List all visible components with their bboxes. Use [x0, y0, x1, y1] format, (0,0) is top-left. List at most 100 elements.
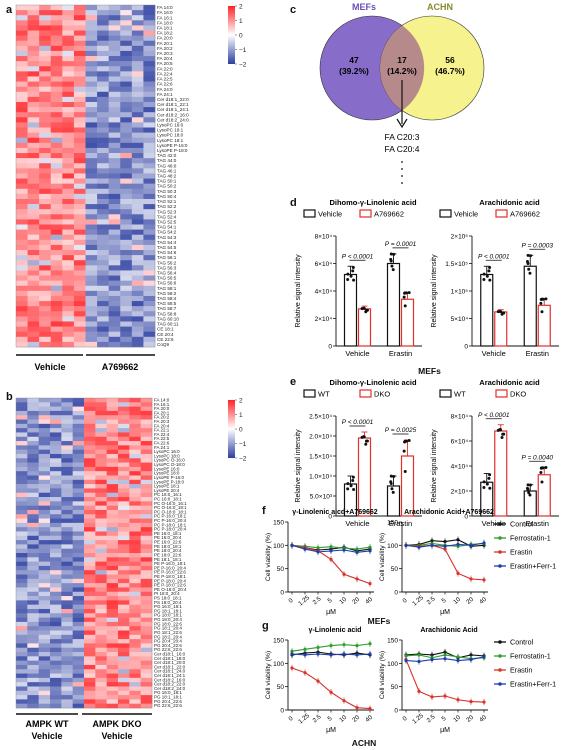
heatmap-cell [27, 458, 39, 463]
heatmap-row-label: LysoPE P-16:0 [154, 475, 184, 480]
heatmap-cell [129, 617, 141, 623]
heatmap-cell [62, 86, 75, 93]
heatmap-cell [50, 265, 63, 271]
heatmap-cell [118, 471, 130, 476]
heatmap-cell [140, 419, 153, 425]
legend-label: Erastin+Ferr-1 [510, 562, 556, 571]
heatmap-cell [84, 682, 96, 687]
heatmap-cell [16, 561, 28, 567]
heatmap-cell [85, 168, 98, 174]
y-tick-label: 5×10⁴ [451, 316, 469, 323]
heatmap-cell [16, 61, 28, 67]
heatmap-cell [85, 321, 98, 327]
heatmap-cell [118, 449, 130, 455]
y-axis-label: Cell viability (%) [379, 651, 386, 699]
heatmap-cell [140, 617, 153, 623]
heatmap-cell [61, 540, 73, 545]
heatmap-cell [38, 497, 51, 502]
series-point [316, 645, 320, 650]
heatmap-cell [27, 656, 39, 661]
heatmap-cell [120, 25, 133, 31]
heatmap-cell [39, 306, 52, 312]
heatmap-cell [95, 475, 107, 481]
heatmap-cell [16, 621, 28, 627]
heatmap-cell [27, 178, 40, 184]
heatmap-cell [16, 275, 28, 281]
series-point [443, 540, 447, 544]
heatmap-cell [50, 634, 62, 640]
heatmap-cell [27, 561, 39, 567]
heatmap-cell [16, 639, 28, 644]
heatmap-cell [129, 583, 141, 588]
heatmap-row-label: PE P-18:0_18:1 [154, 574, 186, 579]
heatmap-cell [140, 514, 153, 519]
series-point [316, 679, 320, 683]
heatmap-cell [16, 617, 28, 623]
heatmap-cell [72, 699, 85, 704]
heatmap-cell [108, 107, 121, 113]
heatmap-cell [120, 229, 133, 236]
heatmap-cell [39, 229, 52, 236]
x-tick-label: 2.5 [425, 595, 437, 606]
data-point [364, 308, 368, 312]
heatmap-cell [131, 198, 144, 205]
heatmap-cell [16, 410, 28, 416]
heatmap-cell [120, 265, 133, 271]
heatmap-cell [85, 20, 98, 26]
y-tick-label: 150 [387, 638, 398, 645]
heatmap-cell [27, 295, 40, 302]
caption-achn-g: ACHN [351, 738, 377, 748]
heatmap-cell [72, 445, 85, 450]
heatmap-cell [85, 239, 98, 246]
heatmap-cell [118, 428, 130, 433]
heatmap-cell [39, 244, 52, 251]
heatmap-cell [61, 604, 73, 610]
heatmap-row-label: FA 22:6 [157, 82, 173, 87]
heatmap-cell [143, 244, 156, 251]
heatmap-cell [108, 101, 121, 108]
heatmap-cell [61, 406, 73, 412]
data-point [389, 252, 393, 256]
heatmap-cell [129, 527, 141, 532]
heatmap-cell [143, 214, 156, 220]
heatmap-cell [143, 193, 156, 200]
heatmap-cell [84, 596, 96, 601]
heatmap-cell [27, 341, 40, 348]
heatmap-cell [95, 630, 107, 636]
heatmap-cell [95, 682, 107, 687]
heatmap-cell [95, 453, 107, 459]
p-value: P < 0.0001 [342, 419, 374, 426]
heatmap-scale-tick: 1 [239, 412, 243, 419]
heatmap-cell [106, 488, 119, 494]
heatmap-cell [73, 336, 86, 343]
heatmap-cell [16, 56, 28, 62]
heatmap-cell [85, 260, 98, 266]
heatmap-cell [27, 81, 40, 87]
heatmap-cell [97, 40, 109, 47]
heatmap-cell [106, 432, 119, 438]
heatmap-cell [62, 265, 75, 271]
heatmap-cell [16, 280, 28, 287]
heatmap-cell [106, 673, 119, 679]
heatmap-cell [129, 544, 141, 549]
panel-letter-f: f [262, 505, 266, 517]
heatmap-cell [62, 331, 75, 338]
heatmap-cell [131, 270, 144, 276]
heatmap-cell [16, 613, 28, 618]
heatmap-cell [61, 634, 73, 640]
heatmap-cell [118, 527, 130, 532]
heatmap-cell [106, 428, 119, 433]
heatmap-cell [50, 505, 62, 511]
heatmap-cell [143, 204, 156, 210]
heatmap-row-label: TAG 54:2 [157, 230, 177, 235]
heatmap-cell [50, 173, 63, 179]
heatmap-row-label: PG 16:0_18:1 [154, 604, 182, 609]
y-tick-label: 150 [273, 520, 284, 527]
heatmap-cell [50, 20, 63, 26]
heatmap-cell [143, 311, 156, 317]
heatmap-cell [108, 168, 121, 174]
heatmap-cell [143, 168, 156, 174]
heatmap-cell [16, 475, 28, 481]
heatmap-cell [97, 107, 109, 113]
heatmap-cell [50, 61, 63, 67]
